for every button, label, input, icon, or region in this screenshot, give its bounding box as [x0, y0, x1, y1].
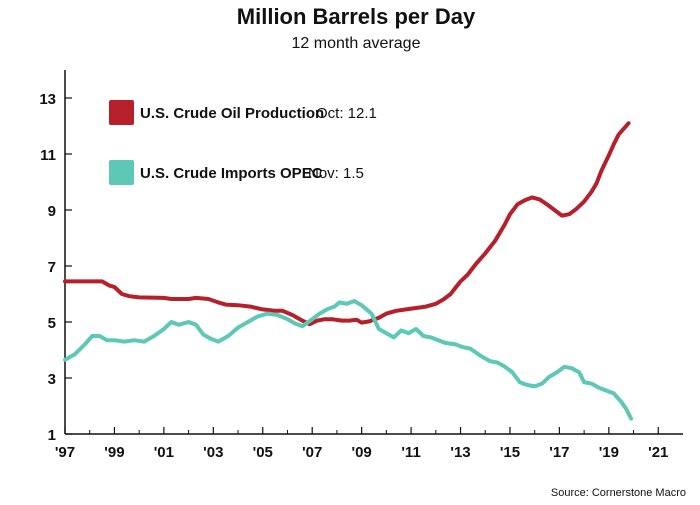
legend-value-imports: Nov: 1.5 — [308, 165, 364, 182]
x-tick-label: '11 — [401, 444, 420, 461]
x-tick-label: '03 — [203, 444, 223, 461]
series-line-imports — [63, 299, 634, 421]
y-tick-label: 11 — [40, 147, 56, 164]
legend-swatch-production — [109, 100, 134, 125]
y-tick-label: 1 — [48, 427, 56, 444]
x-tick-label: '21 — [648, 444, 668, 461]
x-tick-label: '99 — [104, 444, 124, 461]
legend-swatch-imports — [109, 160, 134, 185]
legend-label-imports: U.S. Crude Imports OPEC — [140, 165, 323, 182]
source-note: Source: Cornerstone Macro — [551, 487, 686, 499]
legend-label-production: U.S. Crude Oil Production — [140, 105, 324, 122]
series-lines — [63, 121, 634, 421]
x-tick-label: '05 — [253, 444, 273, 461]
x-tick-label: '15 — [500, 444, 520, 461]
x-tick-label: '97 — [55, 444, 75, 461]
legend-value-production: Oct: 12.1 — [316, 105, 377, 122]
y-tick-label: 7 — [48, 259, 56, 276]
y-tick-label: 13 — [39, 91, 56, 108]
series-line-production — [63, 121, 631, 327]
legend: U.S. Crude Oil Production Oct: 12.1 U.S.… — [109, 100, 377, 185]
x-tick-label: '19 — [599, 444, 619, 461]
x-tick-label: '17 — [549, 444, 569, 461]
x-tick-label: '07 — [302, 444, 322, 461]
x-tick-label: '13 — [450, 444, 470, 461]
chart-subtitle: 12 month average — [292, 35, 421, 52]
y-tick-label: 9 — [48, 203, 56, 220]
x-tick-label: '09 — [352, 444, 372, 461]
y-tick-label: 3 — [48, 371, 56, 388]
y-tick-label: 5 — [48, 315, 56, 332]
x-tick-label: '01 — [154, 444, 174, 461]
chart-title: Million Barrels per Day — [237, 4, 476, 29]
